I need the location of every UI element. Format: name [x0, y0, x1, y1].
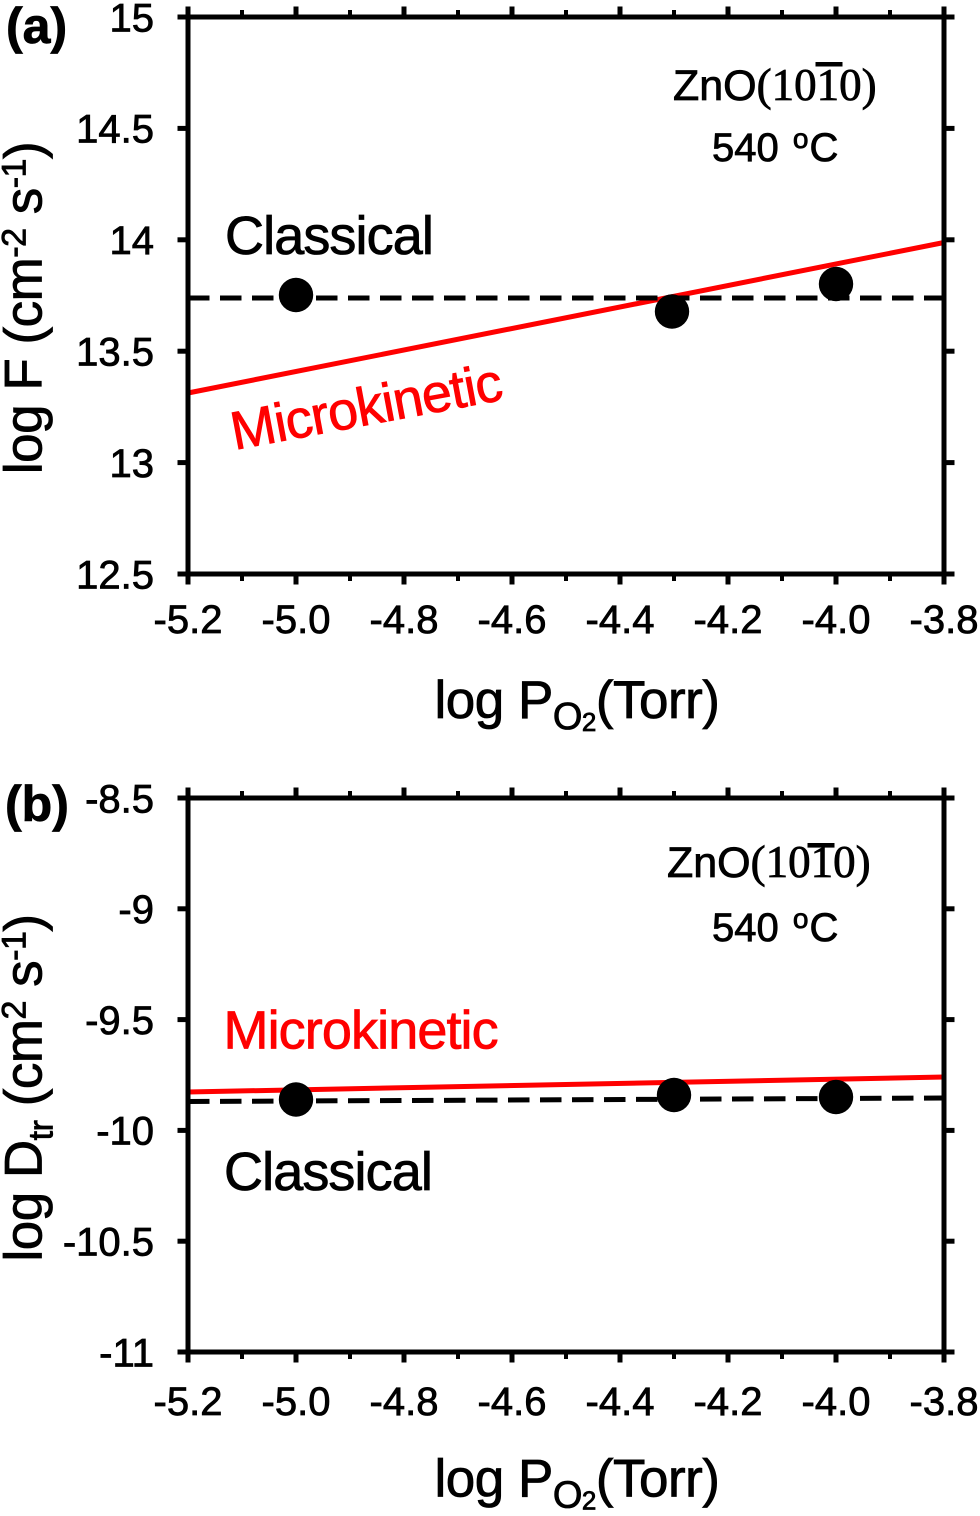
svg-text:Microkinetic: Microkinetic: [224, 1001, 498, 1061]
svg-text:-4.6: -4.6: [478, 1380, 547, 1424]
svg-text:-5.0: -5.0: [262, 1380, 331, 1424]
svg-text:log Dtr (cm2 s-1): log Dtr (cm2 s-1): [0, 914, 61, 1261]
svg-text:-9: -9: [118, 888, 154, 932]
svg-text:12.5: 12.5: [76, 553, 154, 597]
svg-text:-11: -11: [99, 1331, 154, 1375]
svg-text:-8.5: -8.5: [85, 777, 154, 821]
svg-text:-4.8: -4.8: [370, 1380, 439, 1424]
svg-text:-3.8: -3.8: [910, 598, 979, 642]
svg-text:14.5: 14.5: [76, 108, 154, 152]
svg-text:-10: -10: [96, 1110, 154, 1154]
svg-text:-4.4: -4.4: [586, 598, 655, 642]
svg-text:(b): (b): [5, 776, 69, 832]
svg-text:-5.2: -5.2: [154, 598, 223, 642]
svg-text:ZnO(1010): ZnO(1010): [667, 837, 871, 887]
svg-text:14: 14: [110, 219, 155, 263]
svg-text:-10.5: -10.5: [63, 1221, 154, 1265]
svg-text:-4.0: -4.0: [802, 598, 871, 642]
svg-text:-4.6: -4.6: [478, 598, 547, 642]
svg-text:-5.0: -5.0: [262, 598, 331, 642]
svg-text:-5.2: -5.2: [154, 1380, 223, 1424]
svg-text:Classical: Classical: [224, 1142, 432, 1202]
svg-text:(a): (a): [6, 0, 67, 54]
svg-text:-4.8: -4.8: [370, 598, 439, 642]
svg-text:13: 13: [110, 442, 155, 486]
svg-text:log F (cm-2 s-1): log F (cm-2 s-1): [0, 142, 54, 474]
svg-text:540 oC: 540 oC: [712, 903, 838, 950]
svg-text:log PO2(Torr): log PO2(Torr): [435, 671, 720, 738]
svg-text:13.5: 13.5: [76, 331, 154, 375]
svg-text:ZnO(1010): ZnO(1010): [673, 60, 877, 110]
svg-text:-4.2: -4.2: [694, 1380, 763, 1424]
svg-text:-9.5: -9.5: [85, 999, 154, 1043]
svg-text:15: 15: [110, 0, 155, 40]
svg-text:-4.2: -4.2: [694, 598, 763, 642]
svg-text:-4.0: -4.0: [802, 1380, 871, 1424]
svg-text:Classical: Classical: [225, 206, 433, 266]
svg-text:540 oC: 540 oC: [712, 123, 838, 170]
svg-text:-4.4: -4.4: [586, 1380, 655, 1424]
svg-text:-3.8: -3.8: [910, 1380, 979, 1424]
